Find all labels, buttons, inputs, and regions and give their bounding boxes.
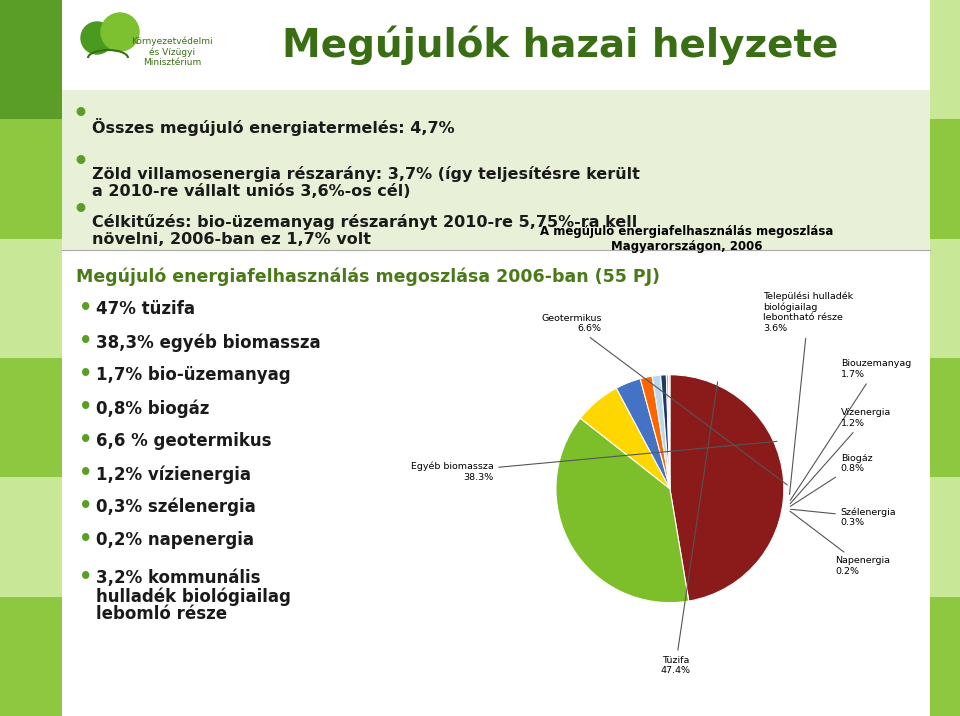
Text: 1,7% bio-üzemanyag: 1,7% bio-üzemanyag bbox=[96, 366, 291, 384]
Wedge shape bbox=[670, 374, 784, 601]
Bar bbox=[62, 90, 930, 250]
Bar bbox=[0, 358, 62, 478]
Circle shape bbox=[81, 22, 113, 54]
Wedge shape bbox=[668, 374, 670, 489]
Text: •: • bbox=[72, 150, 88, 174]
Text: •: • bbox=[80, 364, 93, 384]
Title: A megújuló energiafelhasználás megoszlása
Magyarországon, 2006: A megújuló energiafelhasználás megoszlás… bbox=[540, 225, 833, 253]
Text: 0,3% szélenergia: 0,3% szélenergia bbox=[96, 498, 255, 516]
Text: Összes megújuló energiatermelés: 4,7%: Összes megújuló energiatermelés: 4,7% bbox=[92, 118, 455, 136]
Text: Geotermikus
6.6%: Geotermikus 6.6% bbox=[541, 314, 787, 485]
Text: 6,6 % geotermikus: 6,6 % geotermikus bbox=[96, 432, 272, 450]
Circle shape bbox=[101, 13, 139, 51]
Bar bbox=[0, 238, 62, 358]
Text: Szélenergia
0.3%: Szélenergia 0.3% bbox=[791, 507, 897, 527]
Text: növelni, 2006-ban ez 1,7% volt: növelni, 2006-ban ez 1,7% volt bbox=[92, 232, 371, 247]
Text: •: • bbox=[80, 397, 93, 417]
Wedge shape bbox=[640, 376, 670, 489]
Wedge shape bbox=[581, 388, 670, 489]
Text: Vízenergia
1.2%: Vízenergia 1.2% bbox=[790, 408, 891, 503]
Text: 0,2% napenergia: 0,2% napenergia bbox=[96, 531, 254, 549]
Text: •: • bbox=[80, 496, 93, 516]
Text: •: • bbox=[80, 567, 93, 587]
Text: Környezetvédelmi
és Vízügyi
Minisztérium: Környezetvédelmi és Vízügyi Minisztérium bbox=[132, 37, 213, 67]
Wedge shape bbox=[616, 379, 670, 489]
Bar bbox=[930, 596, 960, 716]
Text: Biogáz
0.8%: Biogáz 0.8% bbox=[790, 454, 873, 506]
Text: •: • bbox=[80, 463, 93, 483]
Bar bbox=[0, 120, 62, 238]
Text: a 2010-re vállalt uniós 3,6%-os cél): a 2010-re vállalt uniós 3,6%-os cél) bbox=[92, 184, 411, 199]
Wedge shape bbox=[556, 418, 688, 603]
Text: •: • bbox=[80, 298, 93, 318]
Text: Biouzemanyag
1.7%: Biouzemanyag 1.7% bbox=[790, 359, 911, 500]
Text: Megújuló energiafelhasználás megoszlása 2006-ban (55 PJ): Megújuló energiafelhasználás megoszlása … bbox=[76, 268, 660, 286]
Bar bbox=[67, 5, 212, 85]
Text: Napenergia
0.2%: Napenergia 0.2% bbox=[790, 511, 890, 576]
Bar bbox=[930, 238, 960, 358]
Text: 47% tüzifa: 47% tüzifa bbox=[96, 300, 195, 318]
Bar bbox=[930, 120, 960, 238]
Bar bbox=[62, 0, 930, 90]
Text: •: • bbox=[72, 198, 88, 222]
Bar bbox=[0, 478, 62, 596]
Text: Zöld villamosenergia részarány: 3,7% (így teljesítésre került: Zöld villamosenergia részarány: 3,7% (íg… bbox=[92, 166, 640, 182]
Bar bbox=[0, 0, 62, 120]
Bar bbox=[930, 0, 960, 120]
Text: •: • bbox=[72, 102, 88, 126]
Bar bbox=[62, 250, 930, 716]
Text: Települési hulladék
biológiailag
lebontható része
3.6%: Települési hulladék biológiailag lebonth… bbox=[763, 291, 853, 495]
Text: 38,3% egyéb biomassza: 38,3% egyéb biomassza bbox=[96, 333, 321, 352]
Bar bbox=[930, 358, 960, 478]
Text: Célkitűzés: bio-üzemanyag részarányt 2010-re 5,75%-ra kell: Célkitűzés: bio-üzemanyag részarányt 201… bbox=[92, 214, 637, 230]
Text: 1,2% vízienergia: 1,2% vízienergia bbox=[96, 465, 251, 483]
Wedge shape bbox=[660, 374, 670, 489]
Text: Megújulók hazai helyzete: Megújulók hazai helyzete bbox=[282, 25, 838, 64]
Text: •: • bbox=[80, 331, 93, 351]
Bar bbox=[930, 478, 960, 596]
Text: •: • bbox=[80, 529, 93, 549]
Wedge shape bbox=[652, 375, 670, 489]
Text: 3,2% kommunális: 3,2% kommunális bbox=[96, 569, 260, 587]
Text: lebomló része: lebomló része bbox=[96, 605, 228, 623]
Text: Egyéb biomassza
38.3%: Egyéb biomassza 38.3% bbox=[411, 441, 777, 482]
Text: hulladék biológiailag: hulladék biológiailag bbox=[96, 587, 291, 606]
Text: Tüzifa
47.4%: Tüzifa 47.4% bbox=[660, 382, 717, 675]
Text: •: • bbox=[80, 430, 93, 450]
Bar bbox=[0, 596, 62, 716]
Text: 0,8% biogáz: 0,8% biogáz bbox=[96, 399, 209, 417]
Wedge shape bbox=[666, 374, 670, 489]
